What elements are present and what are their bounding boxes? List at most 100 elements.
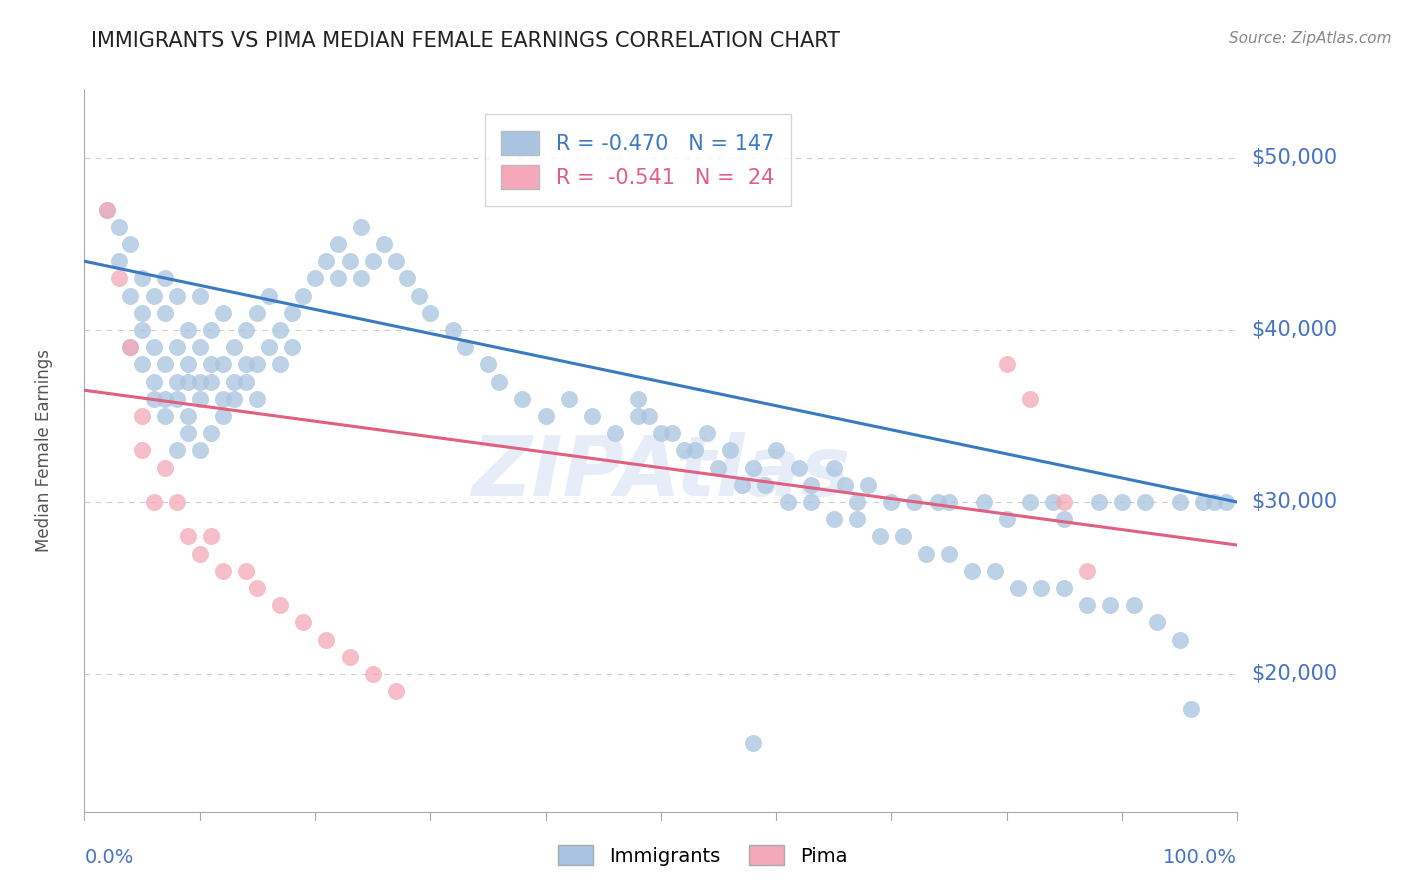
Point [177,375,200,389]
Text: IMMIGRANTS VS PIMA MEDIAN FEMALE EARNINGS CORRELATION CHART: IMMIGRANTS VS PIMA MEDIAN FEMALE EARNING… [91,31,841,51]
Point [339,649,361,664]
Point [153,271,176,285]
Point [131,358,153,372]
Point [1180,701,1202,715]
Point [224,375,246,389]
Point [995,358,1018,372]
Point [441,323,464,337]
Point [707,460,730,475]
Point [638,409,661,423]
Point [1018,495,1040,509]
Point [200,375,222,389]
Point [166,375,188,389]
Point [108,219,131,234]
Point [246,306,269,320]
Point [858,478,880,492]
Point [534,409,557,423]
Point [557,392,579,406]
Point [315,632,337,647]
Point [153,460,176,475]
Point [200,323,222,337]
Point [96,202,118,217]
Point [120,340,142,354]
Point [108,271,131,285]
Point [903,495,925,509]
Point [166,495,188,509]
Point [834,478,856,492]
Point [326,237,349,252]
Point [730,478,752,492]
Point [188,392,211,406]
Point [188,547,211,561]
Point [166,443,188,458]
Point [281,340,304,354]
Point [787,460,810,475]
Point [131,323,153,337]
Point [269,599,291,613]
Point [257,340,280,354]
Point [1076,564,1098,578]
Point [120,237,142,252]
Text: $30,000: $30,000 [1251,492,1337,512]
Point [685,443,707,458]
Point [960,564,983,578]
Point [315,254,337,268]
Point [166,288,188,302]
Point [938,495,960,509]
Text: 0.0%: 0.0% [84,847,134,867]
Point [984,564,1007,578]
Text: Source: ZipAtlas.com: Source: ZipAtlas.com [1229,31,1392,46]
Point [166,340,188,354]
Point [246,358,269,372]
Point [235,375,257,389]
Text: $20,000: $20,000 [1251,665,1337,684]
Point [235,564,257,578]
Point [142,375,165,389]
Point [845,495,868,509]
Point [269,358,291,372]
Point [177,358,200,372]
Point [224,392,246,406]
Point [1191,495,1213,509]
Point [211,564,233,578]
Point [1099,599,1122,613]
Point [408,288,430,302]
Point [246,392,269,406]
Point [1076,599,1098,613]
Point [211,358,233,372]
Point [142,340,165,354]
Point [1215,495,1237,509]
Point [224,340,246,354]
Point [627,392,650,406]
Point [326,271,349,285]
Point [96,202,118,217]
Point [742,736,765,750]
Point [200,358,222,372]
Point [891,529,914,543]
Point [1122,599,1144,613]
Point [776,495,799,509]
Point [292,615,315,630]
Point [292,288,315,302]
Point [177,323,200,337]
Point [1053,495,1076,509]
Point [188,375,211,389]
Point [823,512,845,526]
Point [177,529,200,543]
Point [1053,512,1076,526]
Point [650,426,672,441]
Point [1053,581,1076,595]
Point [131,409,153,423]
Point [915,547,938,561]
Point [1031,581,1053,595]
Point [281,306,304,320]
Point [120,288,142,302]
Point [1018,392,1040,406]
Point [188,443,211,458]
Text: $40,000: $40,000 [1251,320,1337,340]
Point [269,323,291,337]
Point [488,375,510,389]
Point [1088,495,1111,509]
Point [350,271,373,285]
Point [765,443,787,458]
